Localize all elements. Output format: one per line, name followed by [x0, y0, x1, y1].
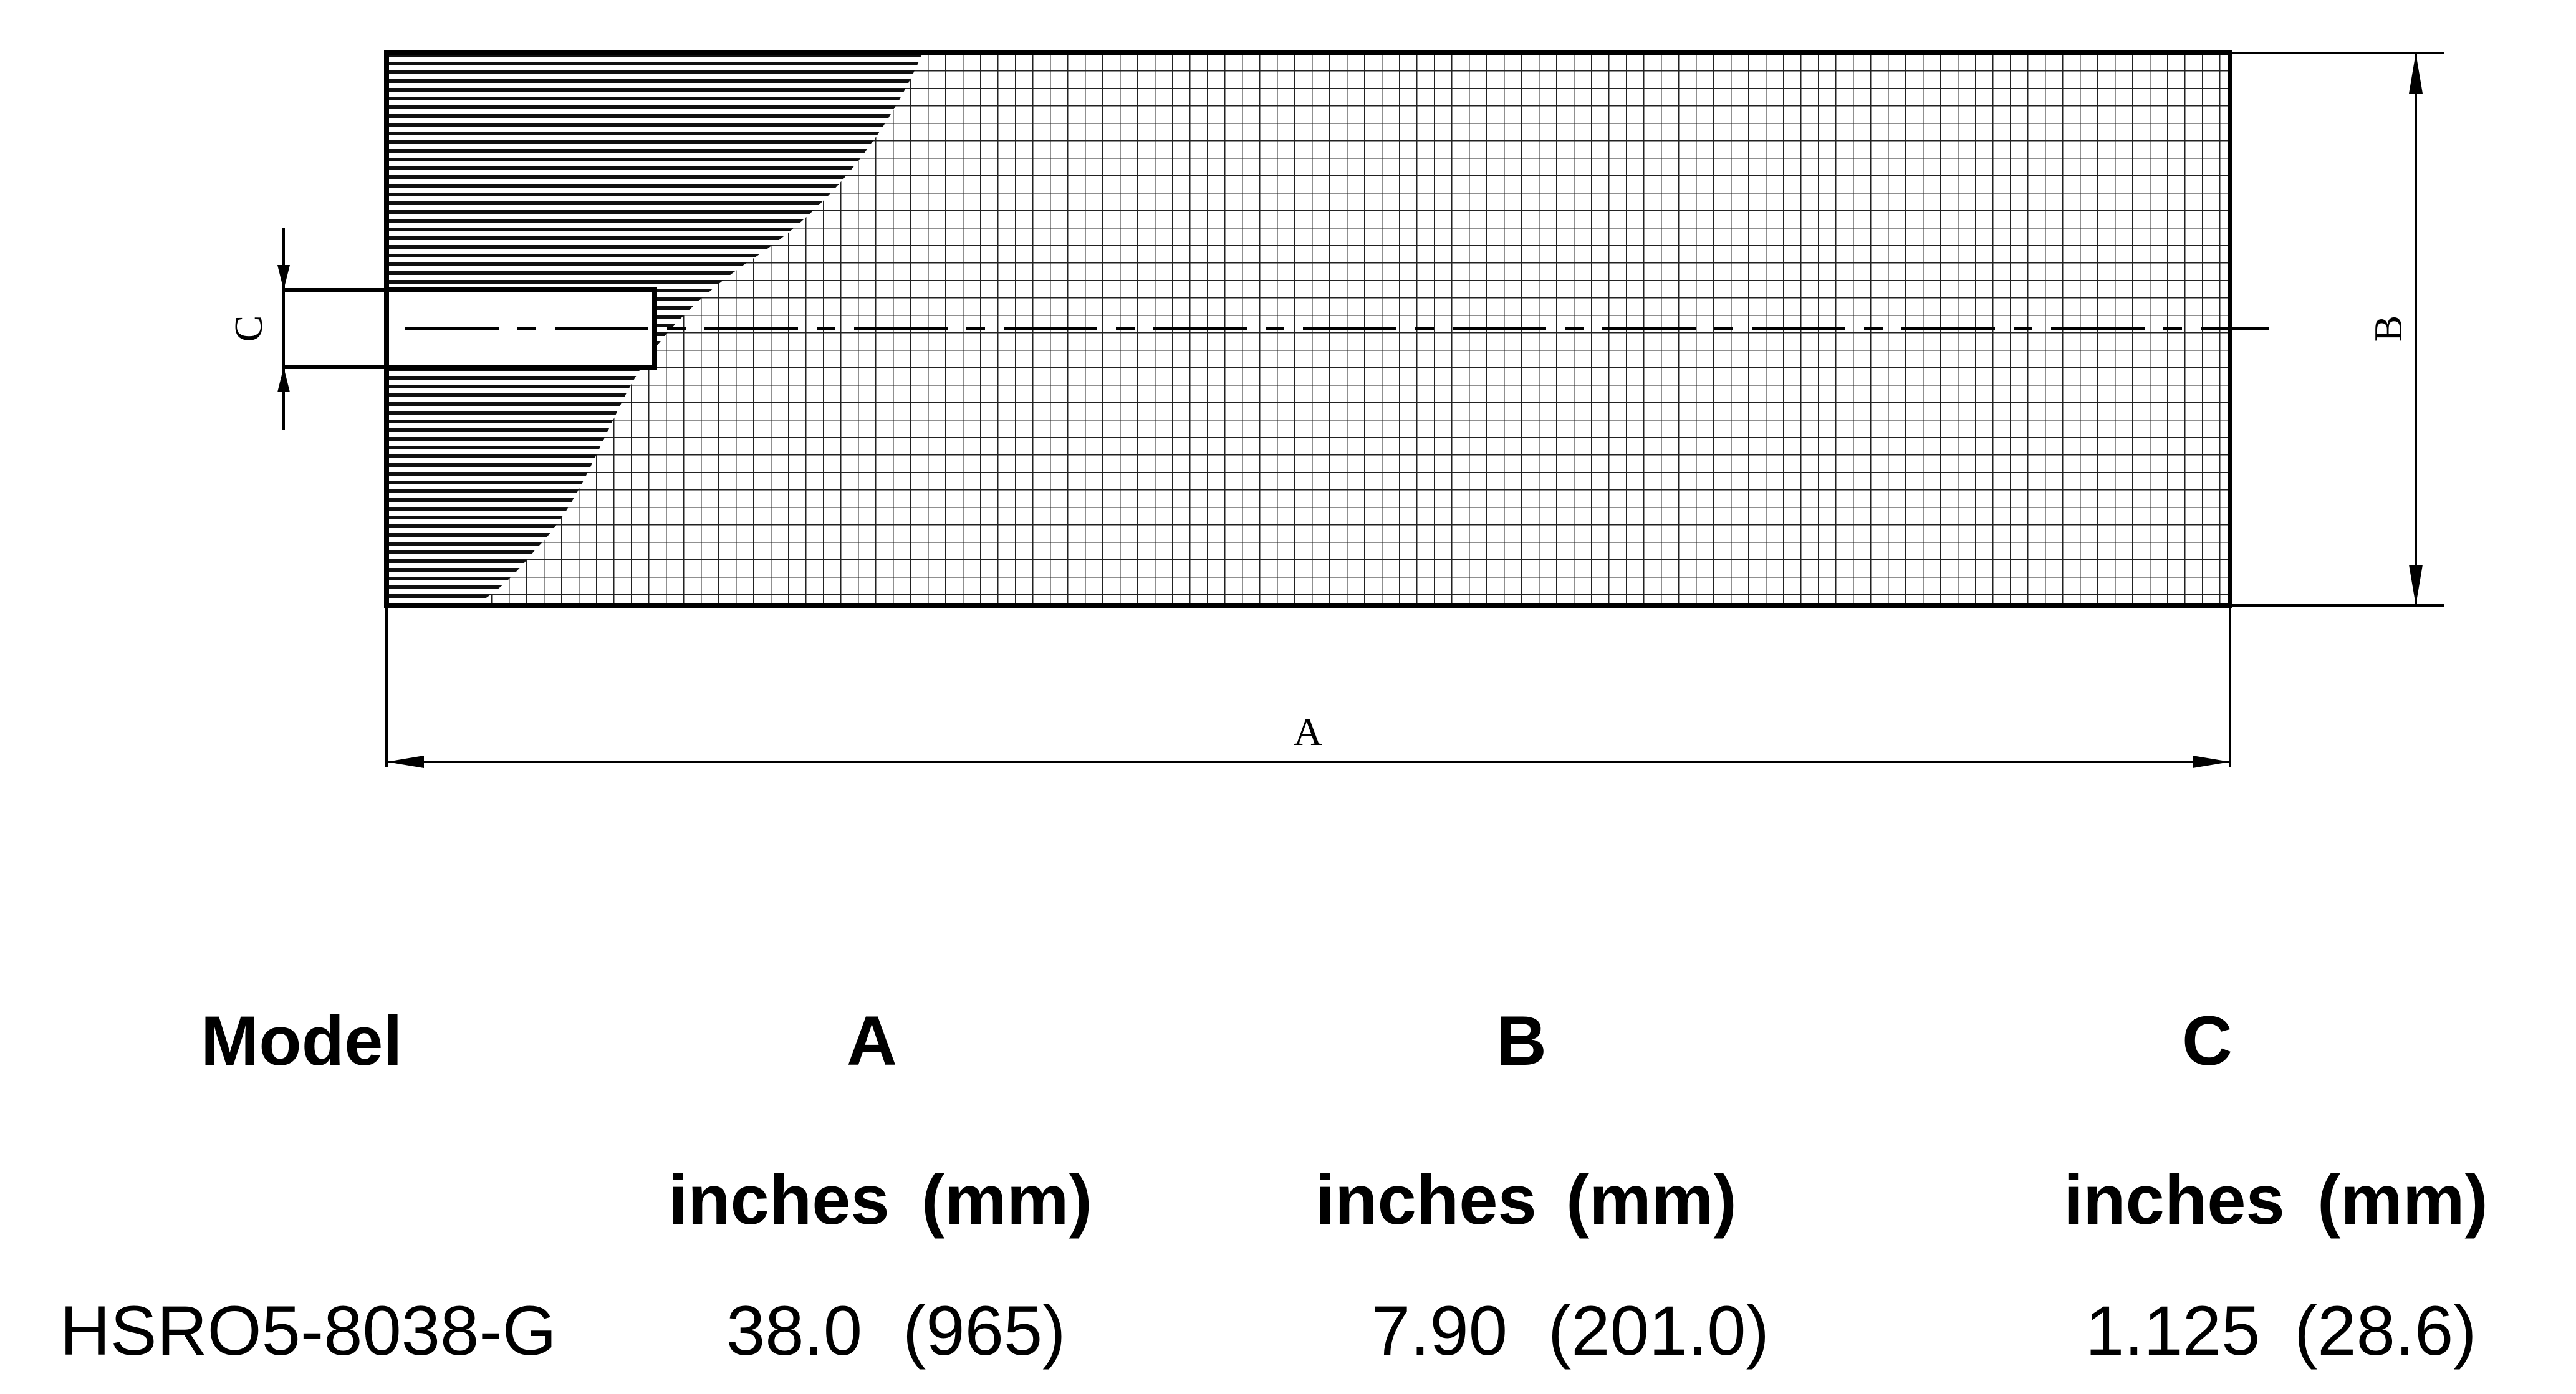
row-a-inches: 38.0	[726, 1292, 862, 1370]
unit-a-mm: (mm)	[921, 1161, 1092, 1239]
unit-c-mm: (mm)	[2317, 1161, 2488, 1239]
header-c: C	[2182, 1002, 2232, 1080]
unit-b-mm: (mm)	[1566, 1161, 1737, 1239]
header-b: B	[1496, 1002, 1547, 1080]
core-end-stub	[284, 288, 387, 369]
header-a: A	[847, 1002, 897, 1080]
dimension-b-label: B	[2366, 315, 2410, 342]
dimension-c: C	[226, 228, 290, 430]
row-b-inches: 7.90	[1372, 1292, 1507, 1370]
unit-a-inches: inches	[668, 1161, 890, 1239]
filter-cartridge-drawing: C B A	[226, 50, 2444, 768]
unit-c-inches: inches	[2064, 1161, 2285, 1239]
row-a-mm: (965)	[903, 1292, 1066, 1370]
row-model: HSRO5-8038-G	[60, 1292, 557, 1370]
row-b-mm: (201.0)	[1548, 1292, 1769, 1370]
unit-b-inches: inches	[1315, 1161, 1537, 1239]
header-model: Model	[201, 1002, 403, 1080]
dimension-c-label: C	[226, 315, 271, 342]
row-c-mm: (28.6)	[2294, 1292, 2477, 1370]
dimension-a-label: A	[1294, 709, 1322, 754]
dimension-a: A	[385, 605, 2231, 768]
dimension-b: B	[2230, 52, 2444, 607]
row-c-inches: 1.125	[2085, 1292, 2261, 1370]
